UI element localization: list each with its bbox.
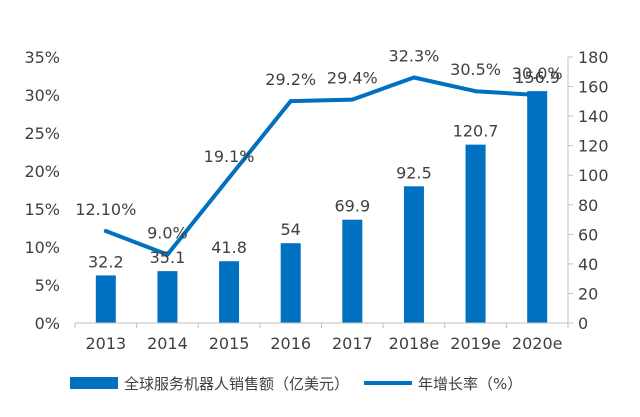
- line-label-2014: 9.0%: [147, 224, 188, 243]
- x-tick-2019e: 2019e: [450, 334, 501, 353]
- line-label-2018e: 32.3%: [389, 47, 440, 66]
- bar-2018e: [403, 186, 424, 323]
- line-point-2013: [103, 229, 108, 234]
- x-tick-2014: 2014: [147, 334, 188, 353]
- line-label-2017: 29.4%: [327, 69, 378, 88]
- y-left-tick: 35%: [24, 48, 60, 67]
- axes: 2013 2014 2015 2016 2017 2018e 2019e 2020e 0% 5% 1…: [24, 48, 608, 353]
- y-right-tick: 180: [578, 48, 609, 67]
- line-point-2018e: [411, 75, 416, 80]
- y-right-tick: 100: [578, 166, 609, 185]
- line-label-2019e: 30.5%: [450, 60, 501, 79]
- growth-rate-line: [105, 75, 538, 257]
- y-right-tick: 20: [578, 284, 598, 303]
- data-labels: 32.2 35.1 41.8 54 69.9 92.5 120.7 156.9 12.10% 9.…: [75, 47, 562, 272]
- legend: 全球服务机器人销售额（亿美元） 年增长率（%）: [70, 375, 522, 393]
- line-point-2020e: [535, 93, 540, 97]
- legend-bar-swatch: [70, 377, 118, 389]
- line-label-2015: 19.1%: [204, 147, 255, 166]
- y-right-tick: 160: [578, 78, 609, 97]
- line-series: [103, 75, 540, 257]
- line-label-2013: 12.10%: [75, 200, 136, 219]
- legend-bar-label: 全球服务机器人销售额（亿美元）: [124, 375, 349, 393]
- y-left-tick: 15%: [24, 200, 60, 219]
- y-left-tick: 0%: [35, 314, 60, 333]
- bar-label-2018e: 92.5: [396, 163, 432, 182]
- line-point-2019e: [473, 89, 478, 94]
- line-point-2017: [350, 97, 355, 102]
- y-right-tick: 80: [578, 196, 598, 215]
- bar-2015: [219, 261, 240, 323]
- x-tick-2020e: 2020e: [512, 334, 563, 353]
- line-label-2020e: 30.0%: [512, 64, 563, 83]
- x-tick-2017: 2017: [332, 334, 373, 353]
- bar-label-2016: 54: [281, 220, 301, 239]
- y-right-tick: 140: [578, 107, 609, 126]
- bar-label-2019e: 120.7: [453, 122, 499, 141]
- bar-2017: [342, 219, 363, 323]
- line-point-2015: [227, 175, 232, 180]
- line-point-2016: [288, 99, 293, 104]
- y-right-tick: 60: [578, 225, 598, 244]
- bar-2014: [157, 271, 178, 323]
- x-tick-2015: 2015: [209, 334, 250, 353]
- bar-2016: [280, 243, 301, 323]
- bar-label-2020e: 156.9: [514, 68, 560, 87]
- y-left-tick: 20%: [24, 162, 60, 181]
- bar-label-2014: 35.1: [150, 248, 186, 267]
- bar-2013: [95, 275, 116, 323]
- bar-series: [95, 91, 548, 324]
- bar-label-2015: 41.8: [211, 238, 247, 257]
- y-left-tick: 5%: [35, 276, 60, 295]
- bar-label-2017: 69.9: [335, 197, 371, 216]
- y-left-tick: 25%: [24, 124, 60, 143]
- x-tick-2016: 2016: [270, 334, 311, 353]
- line-point-2014: [165, 252, 170, 257]
- y-right-tick: 120: [578, 137, 609, 156]
- y-left-tick: 10%: [24, 238, 60, 257]
- x-tick-2013: 2013: [85, 334, 126, 353]
- x-tick-2018e: 2018e: [389, 334, 440, 353]
- y-left-tick: 30%: [24, 86, 60, 105]
- bar-2019e: [465, 144, 486, 323]
- line-label-2016: 29.2%: [265, 70, 316, 89]
- y-right-tick: 0: [578, 314, 588, 333]
- bar-2020e: [527, 91, 548, 324]
- legend-line-label: 年增长率（%）: [418, 375, 522, 393]
- y-right-tick: 40: [578, 255, 598, 274]
- bar-label-2013: 32.2: [88, 252, 124, 271]
